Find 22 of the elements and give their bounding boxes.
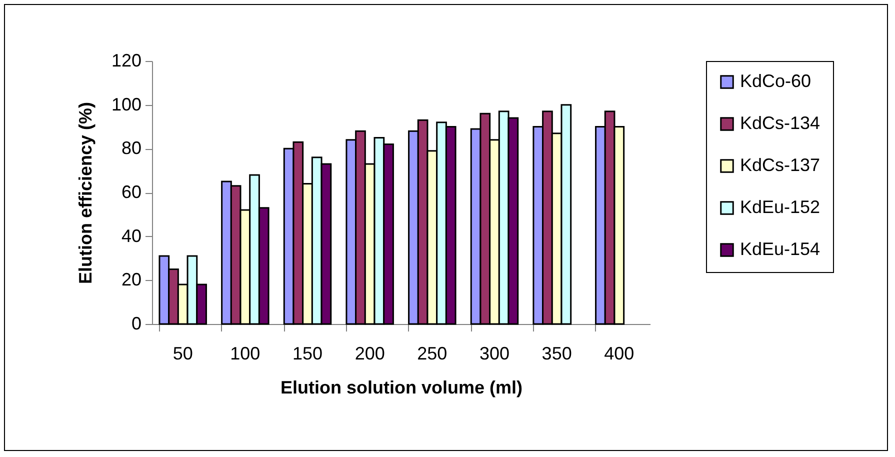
y-tick-label: 20 (121, 270, 142, 290)
x-tick-label: 350 (542, 344, 572, 364)
x-tick-label: 100 (230, 344, 260, 364)
y-tick-label: 0 (131, 314, 142, 334)
legend-label: KdEu-152 (740, 197, 820, 217)
legend-label: KdCs-137 (740, 155, 820, 175)
x-tick-label: 150 (292, 344, 323, 364)
y-tick-label: 60 (121, 182, 142, 202)
y-tick-label: 120 (111, 50, 142, 70)
x-tick-label: 300 (479, 344, 510, 364)
y-tick-label: 100 (111, 94, 142, 114)
x-tick-label: 400 (604, 344, 634, 364)
legend-label: KdCo-60 (740, 71, 812, 91)
legend-label: KdEu-154 (740, 239, 820, 259)
x-tick-label: 250 (417, 344, 448, 364)
x-tick-label: 50 (172, 344, 193, 364)
y-tick-label: 40 (121, 226, 142, 246)
y-axis-title: Elution efficiency (%) (75, 102, 96, 284)
legend-label: KdCs-134 (740, 113, 820, 133)
y-tick-label: 80 (121, 138, 142, 158)
x-tick-label: 200 (354, 344, 385, 364)
x-axis-title: Elution solution volume (ml) (280, 378, 522, 398)
